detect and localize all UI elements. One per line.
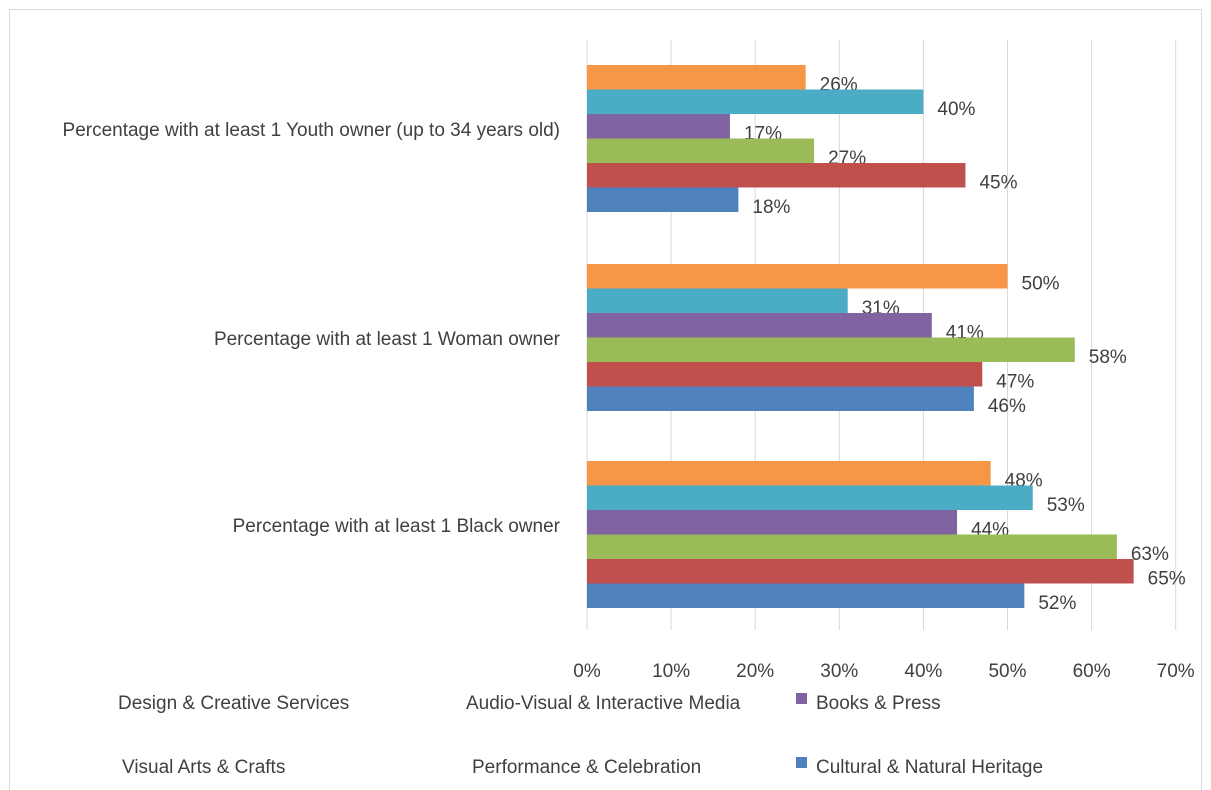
bar: [587, 559, 1134, 584]
bar: [587, 187, 739, 212]
legend-item-performance: Performance & Celebration: [472, 757, 701, 779]
legend-label: Cultural & Natural Heritage: [816, 757, 1044, 778]
bar: [587, 313, 932, 338]
bar: [587, 337, 1075, 362]
x-tick-label: 10%: [652, 661, 690, 682]
bar: [587, 65, 806, 90]
legend-item-design: Design & Creative Services: [118, 693, 349, 715]
category-label-youth: Percentage with at least 1 Youth owner (…: [62, 120, 560, 141]
legend-swatch: [796, 693, 807, 704]
legend-item-audio-visual: Audio-Visual & Interactive Media: [466, 693, 740, 715]
bar: [587, 510, 958, 535]
data-label: 63%: [1131, 544, 1169, 565]
legend-label: Books & Press: [816, 693, 941, 714]
category-label-woman: Percentage with at least 1 Woman owner: [213, 329, 560, 350]
data-label: 65%: [1148, 568, 1186, 589]
legend-label: Visual Arts & Crafts: [122, 757, 286, 778]
chart-frame: [9, 9, 1202, 790]
data-label: 58%: [1089, 347, 1127, 368]
x-tick-label: 40%: [904, 661, 942, 682]
x-tick-label: 30%: [820, 661, 858, 682]
legend-item-heritage: Cultural & Natural Heritage: [796, 757, 1043, 779]
legend-label: Design & Creative Services: [118, 693, 350, 714]
bar: [587, 362, 983, 387]
bar: [587, 461, 991, 486]
legend-label: Performance & Celebration: [472, 757, 702, 778]
data-label: 50%: [1022, 273, 1060, 294]
bar: [587, 534, 1117, 559]
bar: [587, 163, 966, 188]
data-label: 45%: [979, 172, 1017, 193]
legend-item-visual-arts: Visual Arts & Crafts: [122, 757, 285, 779]
legend-swatch: [796, 757, 807, 768]
x-tick-label: 50%: [988, 661, 1026, 682]
legend-item-books: Books & Press: [796, 693, 941, 715]
bar: [587, 264, 1008, 289]
bar: [587, 288, 848, 313]
x-tick-label: 60%: [1073, 661, 1111, 682]
data-label: 52%: [1038, 593, 1076, 614]
legend-label: Audio-Visual & Interactive Media: [466, 693, 741, 714]
x-tick-label: 20%: [736, 661, 774, 682]
data-label: 18%: [752, 197, 790, 218]
bar: [587, 386, 974, 411]
bar: [587, 138, 815, 163]
data-label: 46%: [988, 396, 1026, 417]
data-label: 47%: [996, 371, 1034, 392]
bar: [587, 114, 730, 139]
data-label: 40%: [937, 99, 975, 120]
data-label: 53%: [1047, 495, 1085, 516]
bar: [587, 89, 924, 114]
category-label-black: Percentage with at least 1 Black owner: [232, 516, 560, 537]
x-tick-label: 0%: [573, 661, 601, 682]
bar: [587, 583, 1025, 608]
x-tick-label: 70%: [1157, 661, 1195, 682]
bar: [587, 485, 1033, 510]
